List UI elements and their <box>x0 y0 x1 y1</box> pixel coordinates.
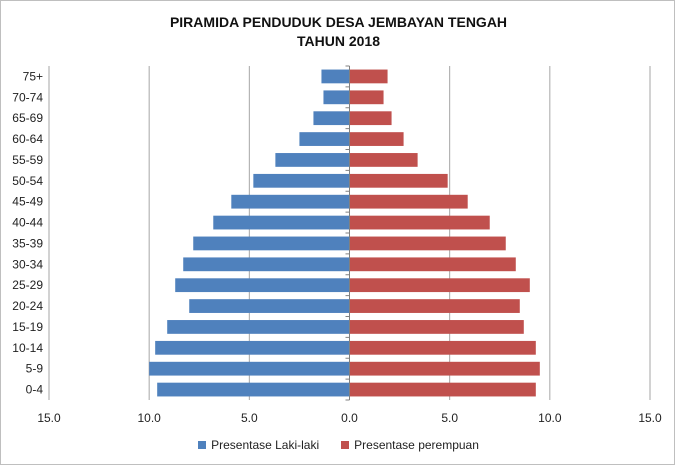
y-tick-label-45-49: 45-49 <box>12 195 43 209</box>
chart-title: PIRAMIDA PENDUDUK DESA JEMBAYAN TENGAH T… <box>1 13 675 51</box>
y-tick-label-10-14: 10-14 <box>12 341 43 355</box>
y-tick-label-0-4: 0-4 <box>26 383 44 397</box>
bar-male-10-14 <box>155 340 350 355</box>
x-tick-label: 10.0 <box>137 411 161 425</box>
y-tick-label-20-24: 20-24 <box>12 299 43 313</box>
bar-male-45-49 <box>231 194 350 209</box>
x-tick-label: 15.0 <box>37 411 61 425</box>
legend-swatch-female <box>341 441 350 449</box>
y-tick-label-65-69: 65-69 <box>12 111 43 125</box>
legend-item-female: Presentase perempuan <box>341 438 479 452</box>
bar-female-25-29 <box>349 278 530 293</box>
bar-female-0-4 <box>349 382 536 397</box>
bar-female-35-39 <box>349 236 506 251</box>
legend-label-female: Presentase perempuan <box>354 438 479 452</box>
y-tick-label-5-9: 5-9 <box>26 362 44 376</box>
bar-female-55-59 <box>349 153 418 167</box>
x-tick-label: 10.0 <box>538 411 562 425</box>
bar-female-5-9 <box>349 361 540 376</box>
y-tick-label-15-19: 15-19 <box>12 320 43 334</box>
bar-male-55-59 <box>275 153 350 167</box>
bar-female-45-49 <box>349 194 468 209</box>
legend-label-male: Presentase Laki-laki <box>211 438 320 452</box>
bar-female-10-14 <box>349 340 536 355</box>
y-tick-label-35-39: 35-39 <box>12 236 43 250</box>
y-tick-label-55-59: 55-59 <box>12 153 43 167</box>
bar-female-15-19 <box>349 320 524 334</box>
axes: 15.0 10.0 5.0 0.0 5.0 10.0 15.0 75+ 70-74 65-69 60… <box>12 65 662 425</box>
x-tick-label: 15.0 <box>638 411 662 425</box>
legend-item-male: Presentase Laki-laki <box>198 438 319 452</box>
chart-subtitle: TAHUN 2018 <box>297 33 380 49</box>
bars <box>149 69 540 397</box>
bar-male-20-24 <box>189 299 350 313</box>
bar-female-75+ <box>349 69 388 84</box>
bar-female-60-64 <box>349 132 404 146</box>
bar-male-30-34 <box>183 257 350 272</box>
y-tick-label-50-54: 50-54 <box>12 174 43 188</box>
bar-female-20-24 <box>349 299 520 313</box>
bar-male-60-64 <box>299 132 350 146</box>
y-tick-label-75+: 75+ <box>23 69 43 83</box>
bar-male-0-4 <box>157 382 350 397</box>
y-tick-label-30-34: 30-34 <box>12 257 43 271</box>
bar-female-50-54 <box>349 173 448 188</box>
chart-title-line-1: PIRAMIDA PENDUDUK DESA JEMBAYAN TENGAH <box>169 14 508 30</box>
x-tick-label: 0.0 <box>341 411 358 425</box>
bar-male-50-54 <box>253 173 350 188</box>
y-tick-label-40-44: 40-44 <box>12 216 43 230</box>
x-tick-label: 5.0 <box>241 411 258 425</box>
bar-female-65-69 <box>349 111 392 126</box>
bar-male-75+ <box>321 69 350 84</box>
bar-male-35-39 <box>193 236 350 251</box>
bar-male-65-69 <box>313 111 350 126</box>
y-tick-label-60-64: 60-64 <box>12 132 43 146</box>
x-tick-label: 5.0 <box>441 411 458 425</box>
bar-male-15-19 <box>167 320 350 334</box>
bar-female-70-74 <box>349 90 384 105</box>
bar-male-5-9 <box>149 361 350 376</box>
bar-female-30-34 <box>349 257 516 272</box>
bar-male-70-74 <box>323 90 350 105</box>
bar-female-40-44 <box>349 215 490 230</box>
bar-male-25-29 <box>175 278 350 293</box>
legend: Presentase Laki-laki Presentase perempua… <box>1 435 675 455</box>
legend-swatch-male <box>198 441 207 449</box>
y-tick-label-25-29: 25-29 <box>12 278 43 292</box>
bar-male-40-44 <box>213 215 350 230</box>
y-tick-label-70-74: 70-74 <box>12 90 43 104</box>
